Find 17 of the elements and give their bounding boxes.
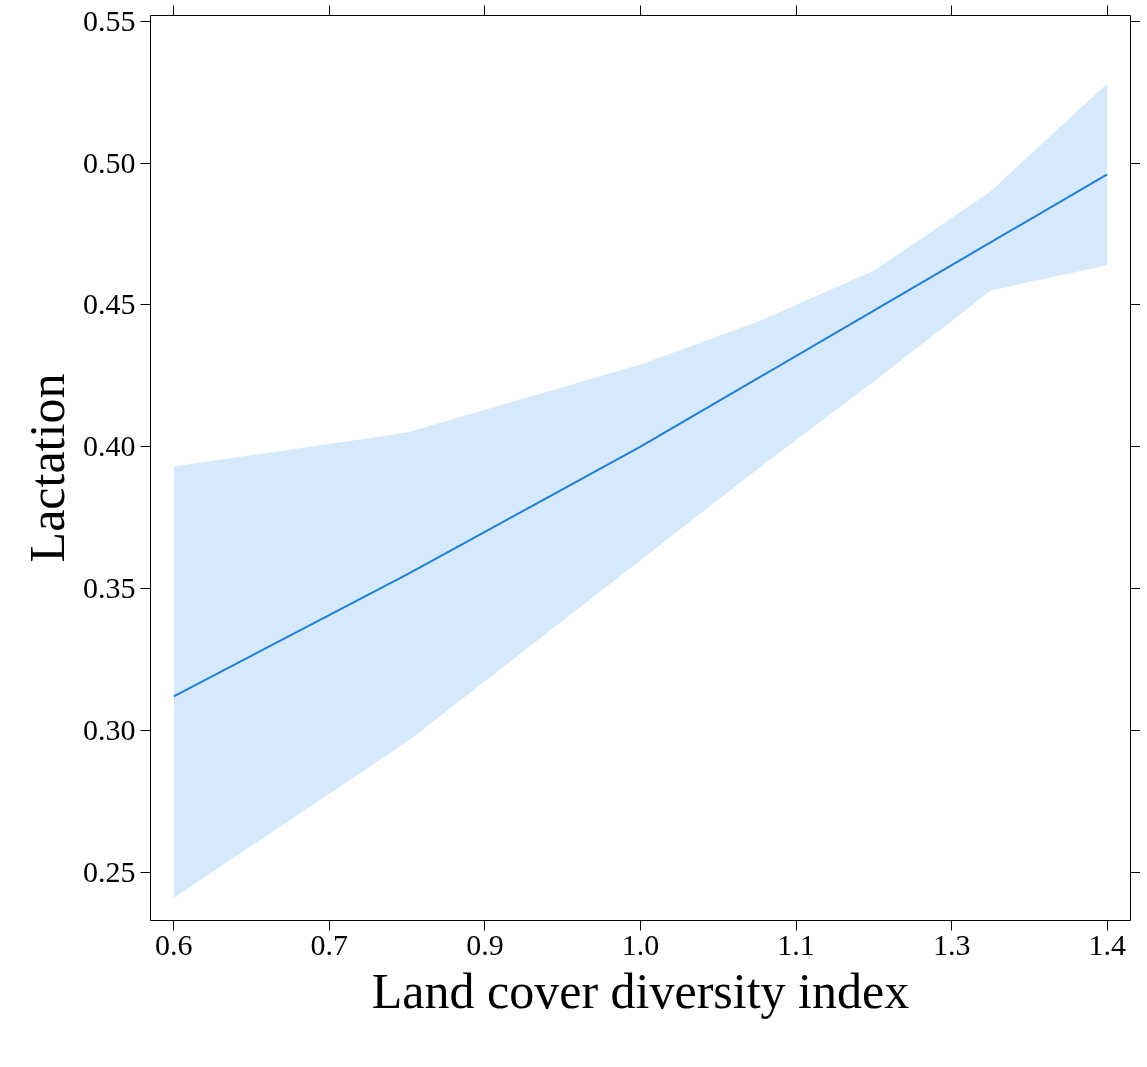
x-tick-label: 0.7 (310, 927, 349, 961)
y-tick-label: 0.30 (83, 712, 136, 746)
x-tick-label: 1.1 (777, 927, 815, 961)
y-tick-label: 0.40 (83, 429, 136, 463)
x-tick-label: 1.3 (932, 927, 971, 961)
y-tick-label: 0.50 (83, 145, 136, 179)
x-tick-label: 0.6 (155, 927, 193, 961)
line-series (172, 173, 1109, 698)
y-tick-label: 0.55 (83, 3, 136, 37)
x-tick-label: 1.4 (1088, 927, 1126, 961)
x-tick-label: 0.9 (466, 927, 504, 961)
y-tick-label: 0.35 (83, 571, 136, 605)
y-axis-title: Lactation (19, 373, 75, 563)
x-axis-title: Land cover diversity index (371, 962, 910, 1019)
y-tick-label: 0.45 (83, 287, 136, 321)
x-tick-label: 1.0 (621, 927, 660, 961)
y-tick-label: 0.25 (83, 854, 136, 888)
